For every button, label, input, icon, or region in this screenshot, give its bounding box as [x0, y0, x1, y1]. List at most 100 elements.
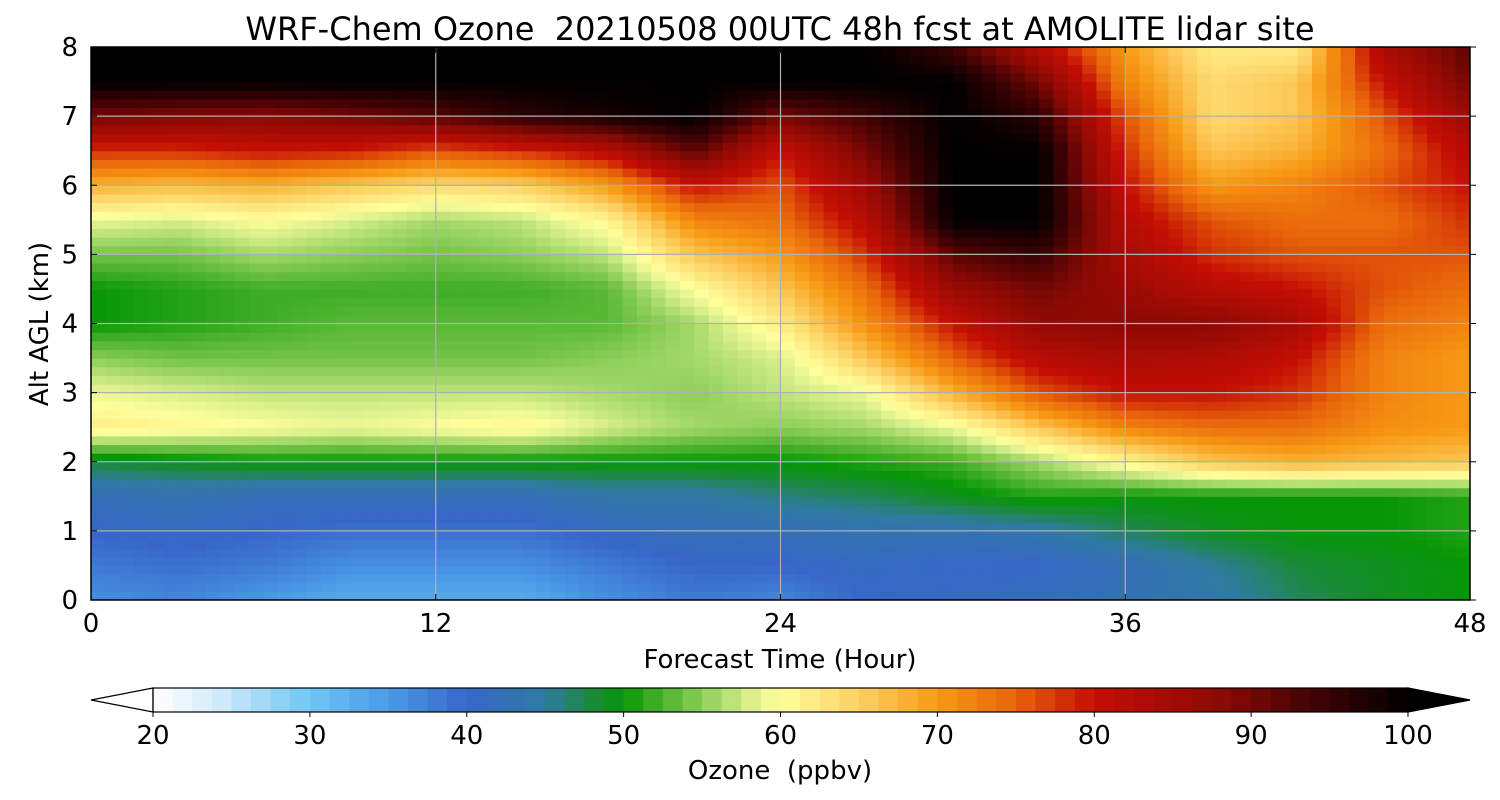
heatmap-cell [277, 64, 293, 74]
heatmap-cell [924, 323, 940, 333]
heatmap-cell [105, 150, 121, 160]
heatmap-cell [1096, 323, 1112, 333]
heatmap-cell [679, 349, 695, 359]
heatmap-cell [895, 392, 911, 402]
heatmap-cell [952, 522, 968, 532]
heatmap-cell [967, 522, 983, 532]
heatmap-cell [148, 288, 164, 299]
heatmap-cell [938, 591, 954, 600]
heatmap-cell [608, 496, 624, 506]
heatmap-cell [967, 582, 983, 592]
heatmap-cell [105, 72, 121, 83]
heatmap-cell [938, 409, 954, 420]
heatmap-cell [162, 358, 178, 368]
heatmap-cell [521, 574, 537, 584]
heatmap-cell [780, 64, 796, 74]
heatmap-cell [1053, 556, 1069, 567]
heatmap-cell [852, 358, 868, 368]
heatmap-cell [1182, 271, 1198, 281]
heatmap-cell [1039, 314, 1055, 325]
heatmap-cell [679, 116, 695, 126]
heatmap-cell [622, 116, 638, 126]
heatmap-cell [1082, 574, 1098, 584]
heatmap-cell [407, 349, 422, 359]
heatmap-cell [220, 513, 236, 523]
heatmap-cell [234, 159, 250, 169]
heatmap-cell [723, 314, 738, 325]
heatmap-cell [435, 349, 451, 359]
heatmap-cell [1024, 219, 1040, 230]
heatmap-cell [177, 565, 193, 575]
heatmap-cell [1110, 574, 1126, 584]
heatmap-cell [1139, 64, 1155, 74]
heatmap-cell [924, 47, 940, 57]
heatmap-cell [450, 539, 466, 549]
heatmap-cell [1039, 513, 1055, 523]
heatmap-cell [464, 409, 480, 420]
heatmap-cell [292, 297, 308, 307]
heatmap-cell [91, 280, 106, 290]
heatmap-cell [579, 332, 595, 342]
heatmap-cell [234, 228, 250, 238]
heatmap-cell [579, 340, 595, 351]
heatmap-cell [909, 539, 925, 549]
heatmap-cell [794, 237, 810, 247]
heatmap-cell [837, 107, 853, 117]
heatmap-cell [306, 548, 322, 558]
heatmap-cell [751, 366, 767, 376]
heatmap-cell [507, 271, 523, 281]
heatmap-cell [205, 582, 221, 592]
heatmap-cell [1082, 288, 1098, 299]
heatmap-cell [320, 90, 336, 100]
heatmap-cell [1067, 375, 1083, 385]
heatmap-cell [392, 565, 408, 575]
heatmap-cell [478, 504, 494, 515]
heatmap-cell [766, 340, 782, 351]
heatmap-cell [794, 453, 810, 463]
heatmap-cell [205, 392, 221, 402]
heatmap-cell [565, 591, 580, 600]
heatmap-cell [723, 90, 738, 100]
heatmap-cell [349, 574, 365, 584]
heatmap-cell [1024, 64, 1040, 74]
heatmap-cell [536, 219, 552, 230]
heatmap-cell [967, 565, 983, 575]
heatmap-cell [378, 366, 394, 376]
heatmap-cell [1153, 159, 1169, 169]
heatmap-cell [421, 418, 437, 428]
heatmap-cell [723, 470, 738, 480]
heatmap-cell [392, 254, 408, 264]
heatmap-cell [335, 444, 351, 454]
heatmap-cell [995, 375, 1011, 385]
heatmap-cell [751, 219, 767, 230]
heatmap-cell [708, 349, 724, 359]
heatmap-cell [1039, 176, 1055, 186]
heatmap-cell [981, 64, 997, 74]
heatmap-cell [952, 314, 968, 325]
heatmap-cell [507, 211, 523, 221]
heatmap-cell [1197, 245, 1213, 255]
heatmap-cell [105, 401, 121, 411]
heatmap-cell [837, 522, 853, 532]
heatmap-cell [723, 418, 738, 428]
heatmap-cell [378, 418, 394, 428]
heatmap-cell [320, 202, 336, 212]
heatmap-cell [320, 582, 336, 592]
heatmap-cell [306, 167, 322, 178]
heatmap-cell [177, 124, 193, 135]
heatmap-cell [909, 64, 925, 74]
heatmap-cell [1082, 142, 1098, 152]
heatmap-cell [1125, 565, 1141, 575]
heatmap-cell [378, 522, 394, 532]
heatmap-cell [292, 409, 308, 420]
heatmap-cell [363, 185, 379, 195]
heatmap-cell [1197, 530, 1213, 541]
heatmap-cell [651, 479, 667, 489]
heatmap-cell [909, 392, 925, 402]
heatmap-cell [550, 504, 566, 515]
heatmap-cell [1067, 185, 1083, 195]
heatmap-cell [464, 479, 480, 489]
heatmap-cell [938, 556, 954, 567]
heatmap-cell [895, 418, 911, 428]
heatmap-cell [1197, 81, 1213, 91]
